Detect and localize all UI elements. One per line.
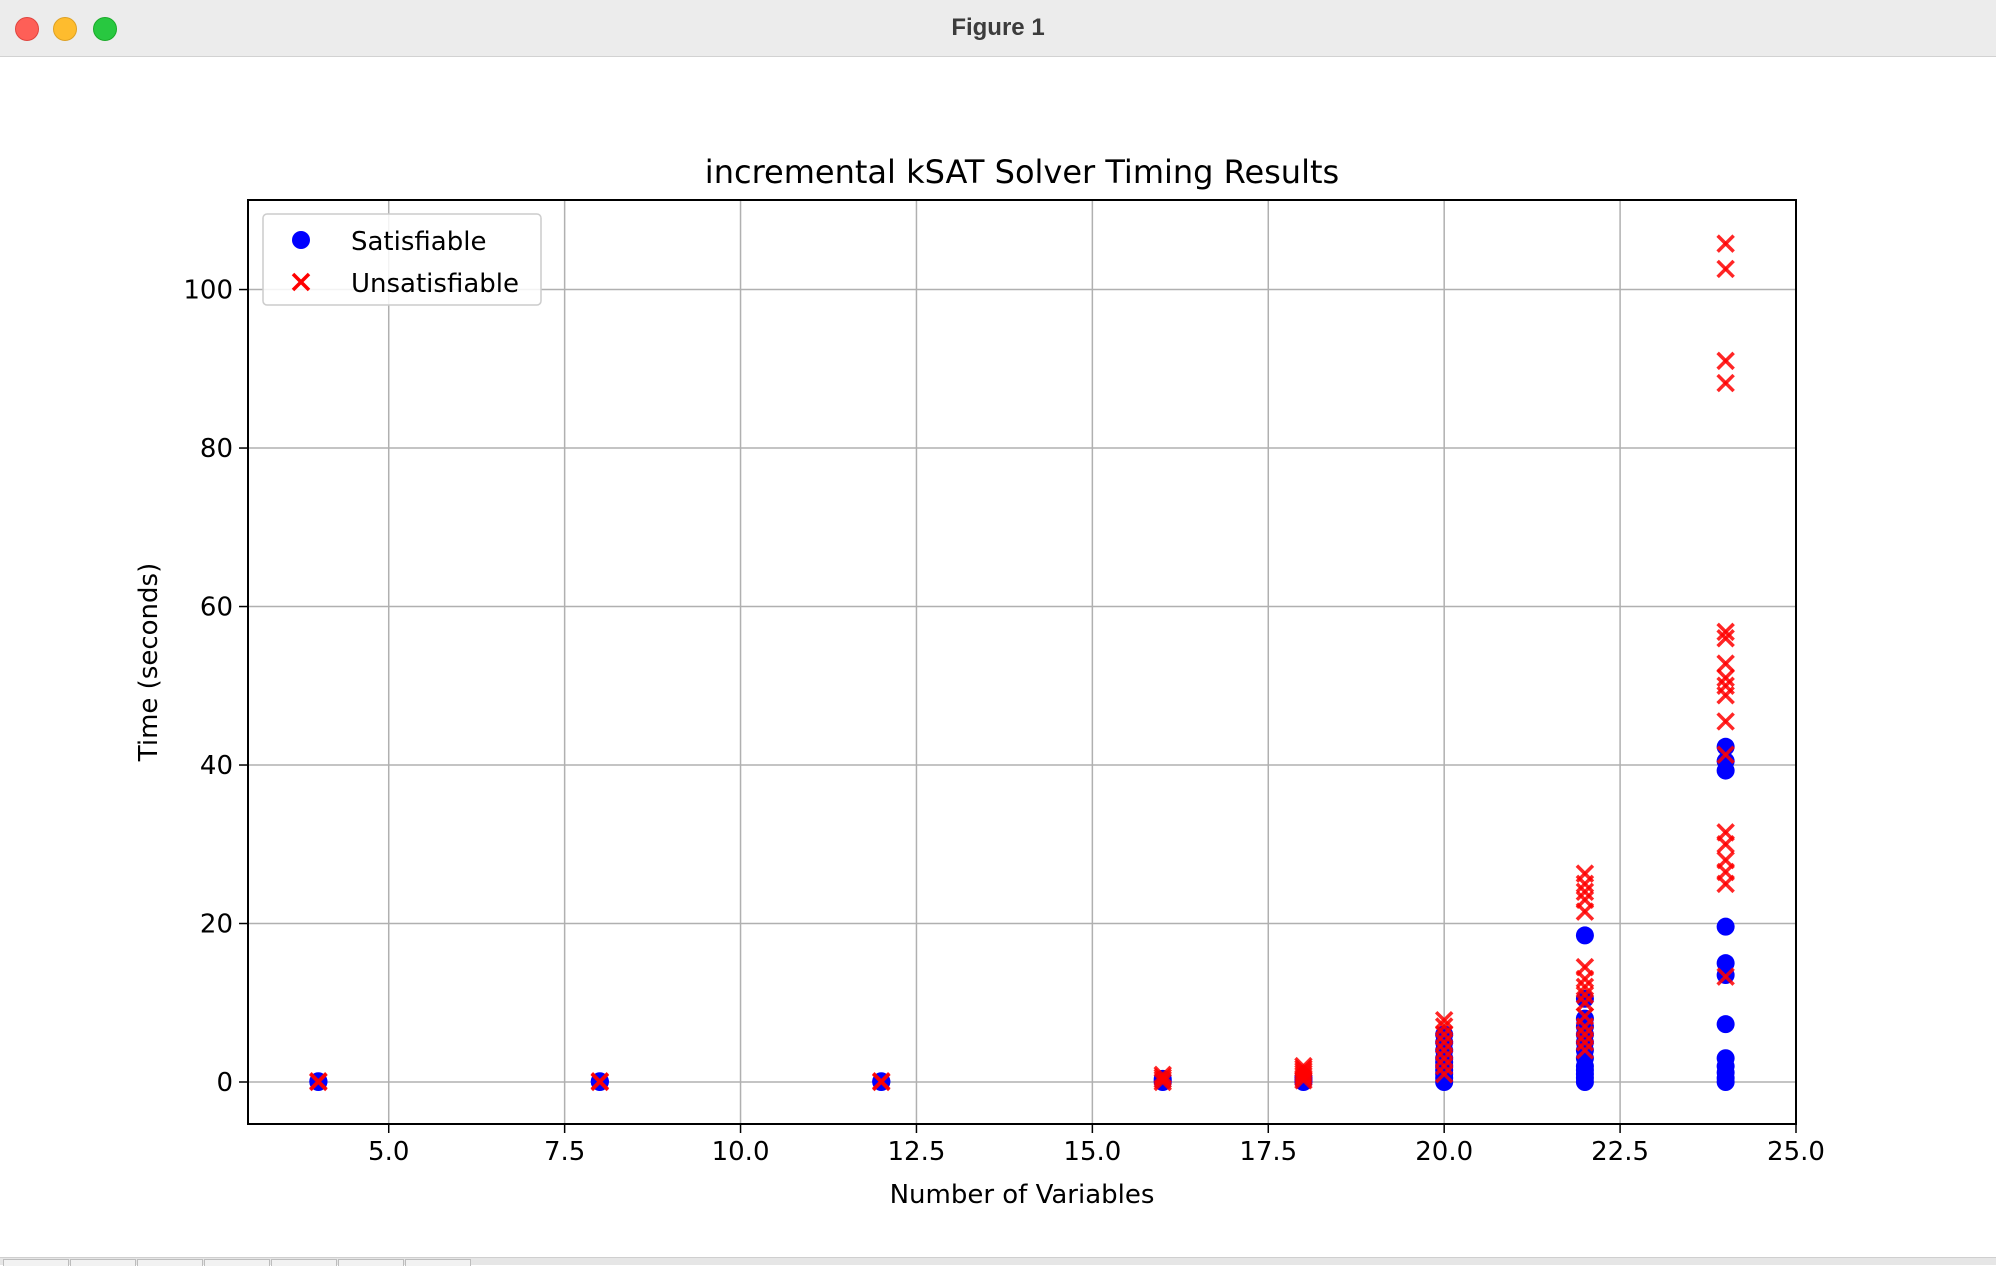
y-tick-label: 80 bbox=[200, 434, 233, 464]
toolbar-save-button[interactable] bbox=[405, 1259, 471, 1266]
point-unsatisfiable bbox=[590, 1071, 610, 1091]
point-unsatisfiable bbox=[1716, 622, 1735, 642]
toolbar-zoom-button[interactable] bbox=[271, 1259, 337, 1266]
window-titlebar: Figure 1 bbox=[0, 0, 1996, 57]
point-unsatisfiable bbox=[1716, 351, 1735, 371]
y-axis-label: Time (seconds) bbox=[134, 563, 164, 762]
point-unsatisfiable bbox=[1575, 882, 1595, 902]
point-unsatisfiable bbox=[1716, 967, 1735, 986]
axis-ticks: 5.0 7.5 10.0 12.5 15.0 17.5 20.0 22.5 25.0 0 20 40 6… bbox=[183, 276, 1825, 1167]
x-tick-label: 7.5 bbox=[544, 1137, 585, 1167]
toolbar-pan-button[interactable] bbox=[204, 1259, 270, 1266]
maximize-window-button[interactable] bbox=[93, 17, 117, 41]
point-unsatisfiable bbox=[1716, 234, 1735, 253]
point-satisfiable bbox=[1716, 917, 1735, 936]
point-unsatisfiable bbox=[1716, 745, 1735, 764]
point-unsatisfiable bbox=[1153, 1065, 1172, 1085]
legend-label-unsatisfiable: Unsatisfiable bbox=[351, 269, 519, 299]
legend-box bbox=[262, 213, 542, 306]
x-axis-label: Number of Variables bbox=[890, 1180, 1155, 1210]
y-tick-label: 100 bbox=[183, 276, 233, 306]
x-tick-label: 15.0 bbox=[1063, 1137, 1121, 1167]
point-unsatisfiable bbox=[1434, 1010, 1454, 1030]
x-tick-label: 25.0 bbox=[1767, 1137, 1825, 1167]
point-unsatisfiable bbox=[1716, 712, 1735, 731]
point-unsatisfiable bbox=[1575, 993, 1595, 1012]
point-unsatisfiable bbox=[1716, 668, 1735, 688]
point-unsatisfiable bbox=[1575, 890, 1595, 909]
window-title: Figure 1 bbox=[951, 14, 1045, 41]
x-tick-label: 5.0 bbox=[368, 1137, 409, 1167]
point-unsatisfiable bbox=[1575, 977, 1595, 997]
y-tick-label: 60 bbox=[200, 593, 233, 623]
point-unsatisfiable bbox=[1575, 1041, 1595, 1060]
x-tick-label: 10.0 bbox=[712, 1137, 770, 1167]
point-satisfiable bbox=[1716, 752, 1735, 771]
point-unsatisfiable bbox=[1575, 1025, 1595, 1044]
point-satisfiable bbox=[1575, 989, 1594, 1008]
y-tick-label: 40 bbox=[200, 751, 233, 781]
legend: Satisfiable Unsatisfiable bbox=[262, 213, 542, 306]
point-unsatisfiable bbox=[1434, 1025, 1454, 1044]
point-unsatisfiable bbox=[1294, 1056, 1313, 1076]
point-unsatisfiable bbox=[1716, 850, 1735, 870]
point-unsatisfiable bbox=[1575, 1006, 1595, 1026]
toolbar-configure-button[interactable] bbox=[338, 1259, 404, 1266]
point-unsatisfiable bbox=[1434, 1056, 1454, 1076]
point-satisfiable bbox=[1716, 1049, 1735, 1068]
legend-marker-satisfiable bbox=[292, 231, 310, 249]
plot-frame bbox=[247, 199, 1797, 1125]
point-unsatisfiable bbox=[1434, 1041, 1454, 1060]
point-unsatisfiable bbox=[1434, 1064, 1454, 1084]
x-tick-label: 12.5 bbox=[888, 1137, 946, 1167]
point-unsatisfiable bbox=[1716, 823, 1735, 842]
point-unsatisfiable bbox=[1716, 373, 1735, 393]
x-tick-label: 20.0 bbox=[1415, 1137, 1473, 1167]
toolbar-back-button[interactable] bbox=[70, 1259, 136, 1266]
close-window-button[interactable] bbox=[15, 17, 39, 41]
chart-title: incremental kSAT Solver Timing Results bbox=[705, 153, 1339, 191]
figure-toolbar bbox=[0, 1257, 1996, 1266]
legend-marker-unsatisfiable bbox=[291, 272, 311, 292]
point-unsatisfiable bbox=[309, 1071, 328, 1091]
grid bbox=[248, 200, 1796, 1124]
point-unsatisfiable bbox=[1716, 628, 1735, 648]
point-unsatisfiable bbox=[1434, 1017, 1454, 1036]
point-unsatisfiable bbox=[872, 1071, 891, 1091]
point-satisfiable bbox=[1716, 954, 1735, 973]
legend-label-satisfiable: Satisfiable bbox=[351, 227, 486, 257]
point-unsatisfiable bbox=[1434, 1033, 1454, 1052]
figure-canvas: 5.0 7.5 10.0 12.5 15.0 17.5 20.0 22.5 25.0 0 20 40 6… bbox=[0, 57, 1996, 1257]
point-satisfiable bbox=[1575, 926, 1594, 945]
minimize-window-button[interactable] bbox=[53, 17, 77, 41]
point-unsatisfiable bbox=[1716, 676, 1735, 696]
y-tick-label: 0 bbox=[216, 1068, 233, 1098]
point-satisfiable bbox=[1716, 1015, 1735, 1034]
toolbar-forward-button[interactable] bbox=[137, 1259, 203, 1266]
point-unsatisfiable bbox=[1716, 654, 1735, 673]
point-unsatisfiable bbox=[1434, 1048, 1454, 1068]
scatter-chart: 5.0 7.5 10.0 12.5 15.0 17.5 20.0 22.5 25.0 0 20 40 6… bbox=[134, 153, 1825, 1210]
x-tick-label: 17.5 bbox=[1239, 1137, 1297, 1167]
data-points bbox=[309, 234, 1735, 1092]
point-unsatisfiable bbox=[1575, 864, 1595, 883]
point-unsatisfiable bbox=[1575, 1033, 1595, 1052]
point-unsatisfiable bbox=[1575, 985, 1595, 1005]
point-unsatisfiable bbox=[1575, 957, 1595, 977]
y-tick-label: 20 bbox=[200, 910, 233, 940]
point-unsatisfiable bbox=[1716, 259, 1735, 279]
x-tick-label: 22.5 bbox=[1591, 1137, 1649, 1167]
toolbar-home-button[interactable] bbox=[3, 1259, 69, 1266]
